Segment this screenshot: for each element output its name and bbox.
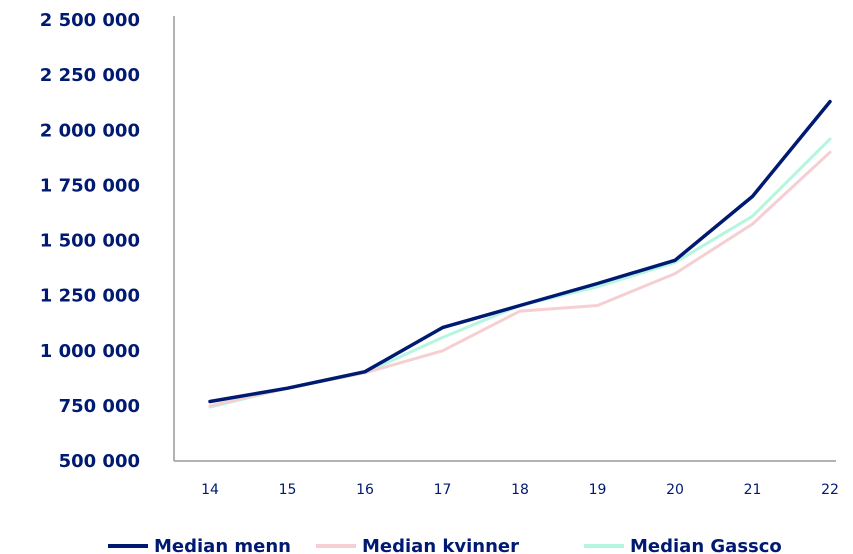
- legend-item-median-kvinner: Median kvinner: [316, 536, 519, 554]
- legend-label: Median menn: [154, 536, 291, 554]
- y-tick-label: 1 750 000: [40, 175, 140, 196]
- legend: Median menn Median kvinner Median Gassco: [108, 536, 782, 554]
- legend-label: Median Gassco: [630, 536, 782, 554]
- y-tick-label: 1 000 000: [40, 341, 140, 362]
- x-tick-label: 16: [356, 482, 374, 498]
- legend-item-median-menn: Median menn: [108, 536, 291, 554]
- x-tick-label: 14: [201, 482, 219, 498]
- y-tick-label: 750 000: [59, 396, 140, 417]
- y-tick-label: 500 000: [59, 451, 140, 472]
- y-tick-label: 1 500 000: [40, 231, 140, 252]
- series-line-median-kvinner: [208, 150, 832, 408]
- x-axis-ticks: 14 15 16 17 18 19 20 21 22: [201, 482, 839, 498]
- series-line-median-menn: [208, 99, 832, 404]
- x-tick-label: 22: [821, 482, 839, 498]
- y-tick-label: 1 250 000: [40, 286, 140, 307]
- legend-label: Median kvinner: [362, 536, 519, 554]
- x-tick-label: 17: [434, 482, 452, 498]
- series-lines: [208, 99, 832, 409]
- x-tick-label: 15: [279, 482, 297, 498]
- legend-item-median-gassco: Median Gassco: [584, 536, 782, 554]
- x-tick-label: 19: [589, 482, 607, 498]
- x-tick-label: 21: [744, 482, 762, 498]
- y-tick-label: 2 500 000: [40, 10, 140, 31]
- x-tick-label: 20: [666, 482, 684, 498]
- y-tick-label: 2 000 000: [40, 120, 140, 141]
- series-line-median-gassco: [208, 137, 832, 409]
- y-tick-label: 2 250 000: [40, 65, 140, 86]
- x-tick-label: 18: [511, 482, 529, 498]
- y-axis-ticks: 500 000 750 000 1 000 000 1 250 000 1 500 00…: [40, 10, 140, 472]
